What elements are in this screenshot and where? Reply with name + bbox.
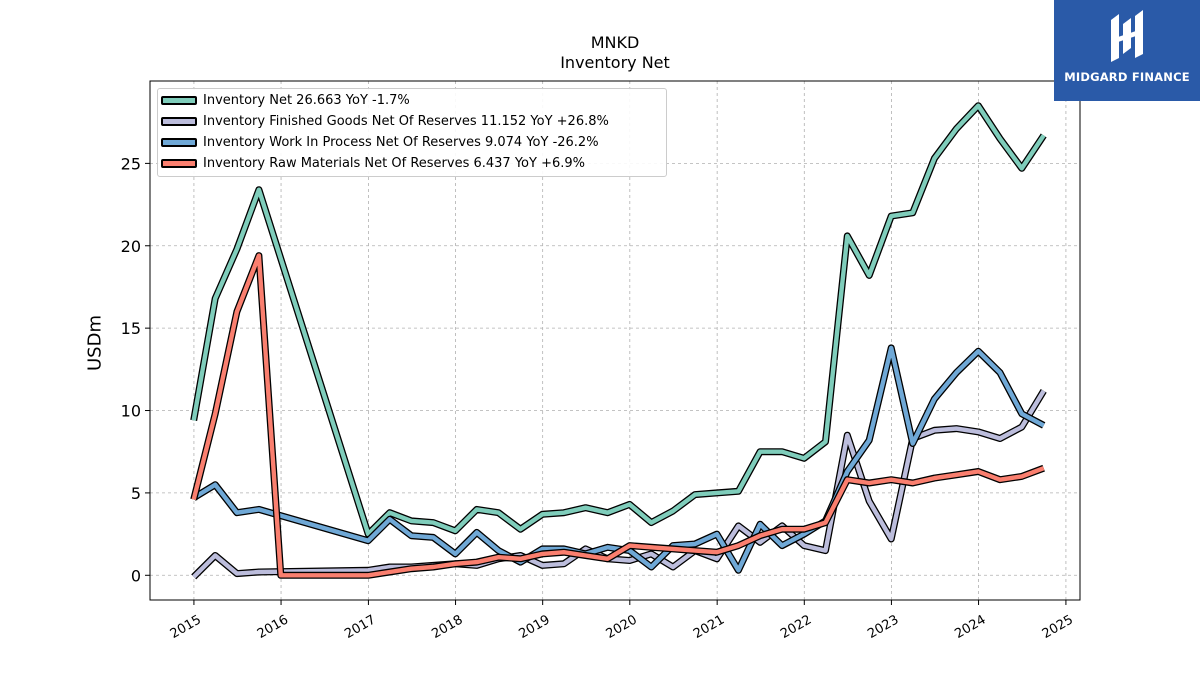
y-tick-label: 15 [121,319,141,338]
x-tick-label: 2025 [1040,612,1076,642]
brand-logo: MIDGARD FINANCE [1054,0,1200,101]
legend-label: Inventory Net 26.663 YoY -1.7% [203,93,410,108]
chart-title: MNKD [590,33,640,52]
x-tick-label: 2018 [429,612,465,642]
brand-name: MIDGARD FINANCE [1064,70,1190,84]
x-tick-label: 2020 [604,612,640,642]
plot-area-frame [149,80,1081,601]
x-tick-label: 2024 [952,612,988,642]
midgard-logo-icon [1111,10,1143,62]
legend-swatch [161,96,197,105]
y-tick-label: 20 [121,237,141,256]
series-lines [190,102,1047,580]
x-tick-label: 2022 [778,612,814,642]
x-tick-label: 2015 [168,612,204,642]
x-tick-label: 2019 [517,612,553,642]
y-axis-label: USDm [84,315,106,371]
legend-label: Inventory Raw Materials Net Of Reserves … [203,156,585,171]
legend-label: Inventory Finished Goods Net Of Reserves… [203,114,609,129]
y-tick-label: 10 [121,402,141,421]
series-line-inventory-work-in-process-net-of-reserves [192,345,1045,573]
x-tick-label: 2016 [255,612,291,642]
y-tick-label: 25 [121,154,141,173]
y-tick-label: 5 [131,484,141,503]
legend-swatch [161,117,197,126]
legend-label: Inventory Work In Process Net Of Reserve… [203,135,599,150]
x-tick-label: 2017 [342,612,378,642]
chart-subtitle: Inventory Net [560,53,670,72]
legend-swatch [161,138,197,147]
series-line-inventory-raw-materials-net-of-reserves [191,253,1045,578]
y-tick-label: 0 [131,566,141,585]
legend: Inventory Net 26.663 YoY -1.7% Inventory… [157,88,667,177]
x-tick-label: 2023 [865,612,901,642]
series-line-inventory-net [191,103,1046,537]
legend-swatch [161,159,197,168]
x-tick-label: 2021 [691,612,727,642]
